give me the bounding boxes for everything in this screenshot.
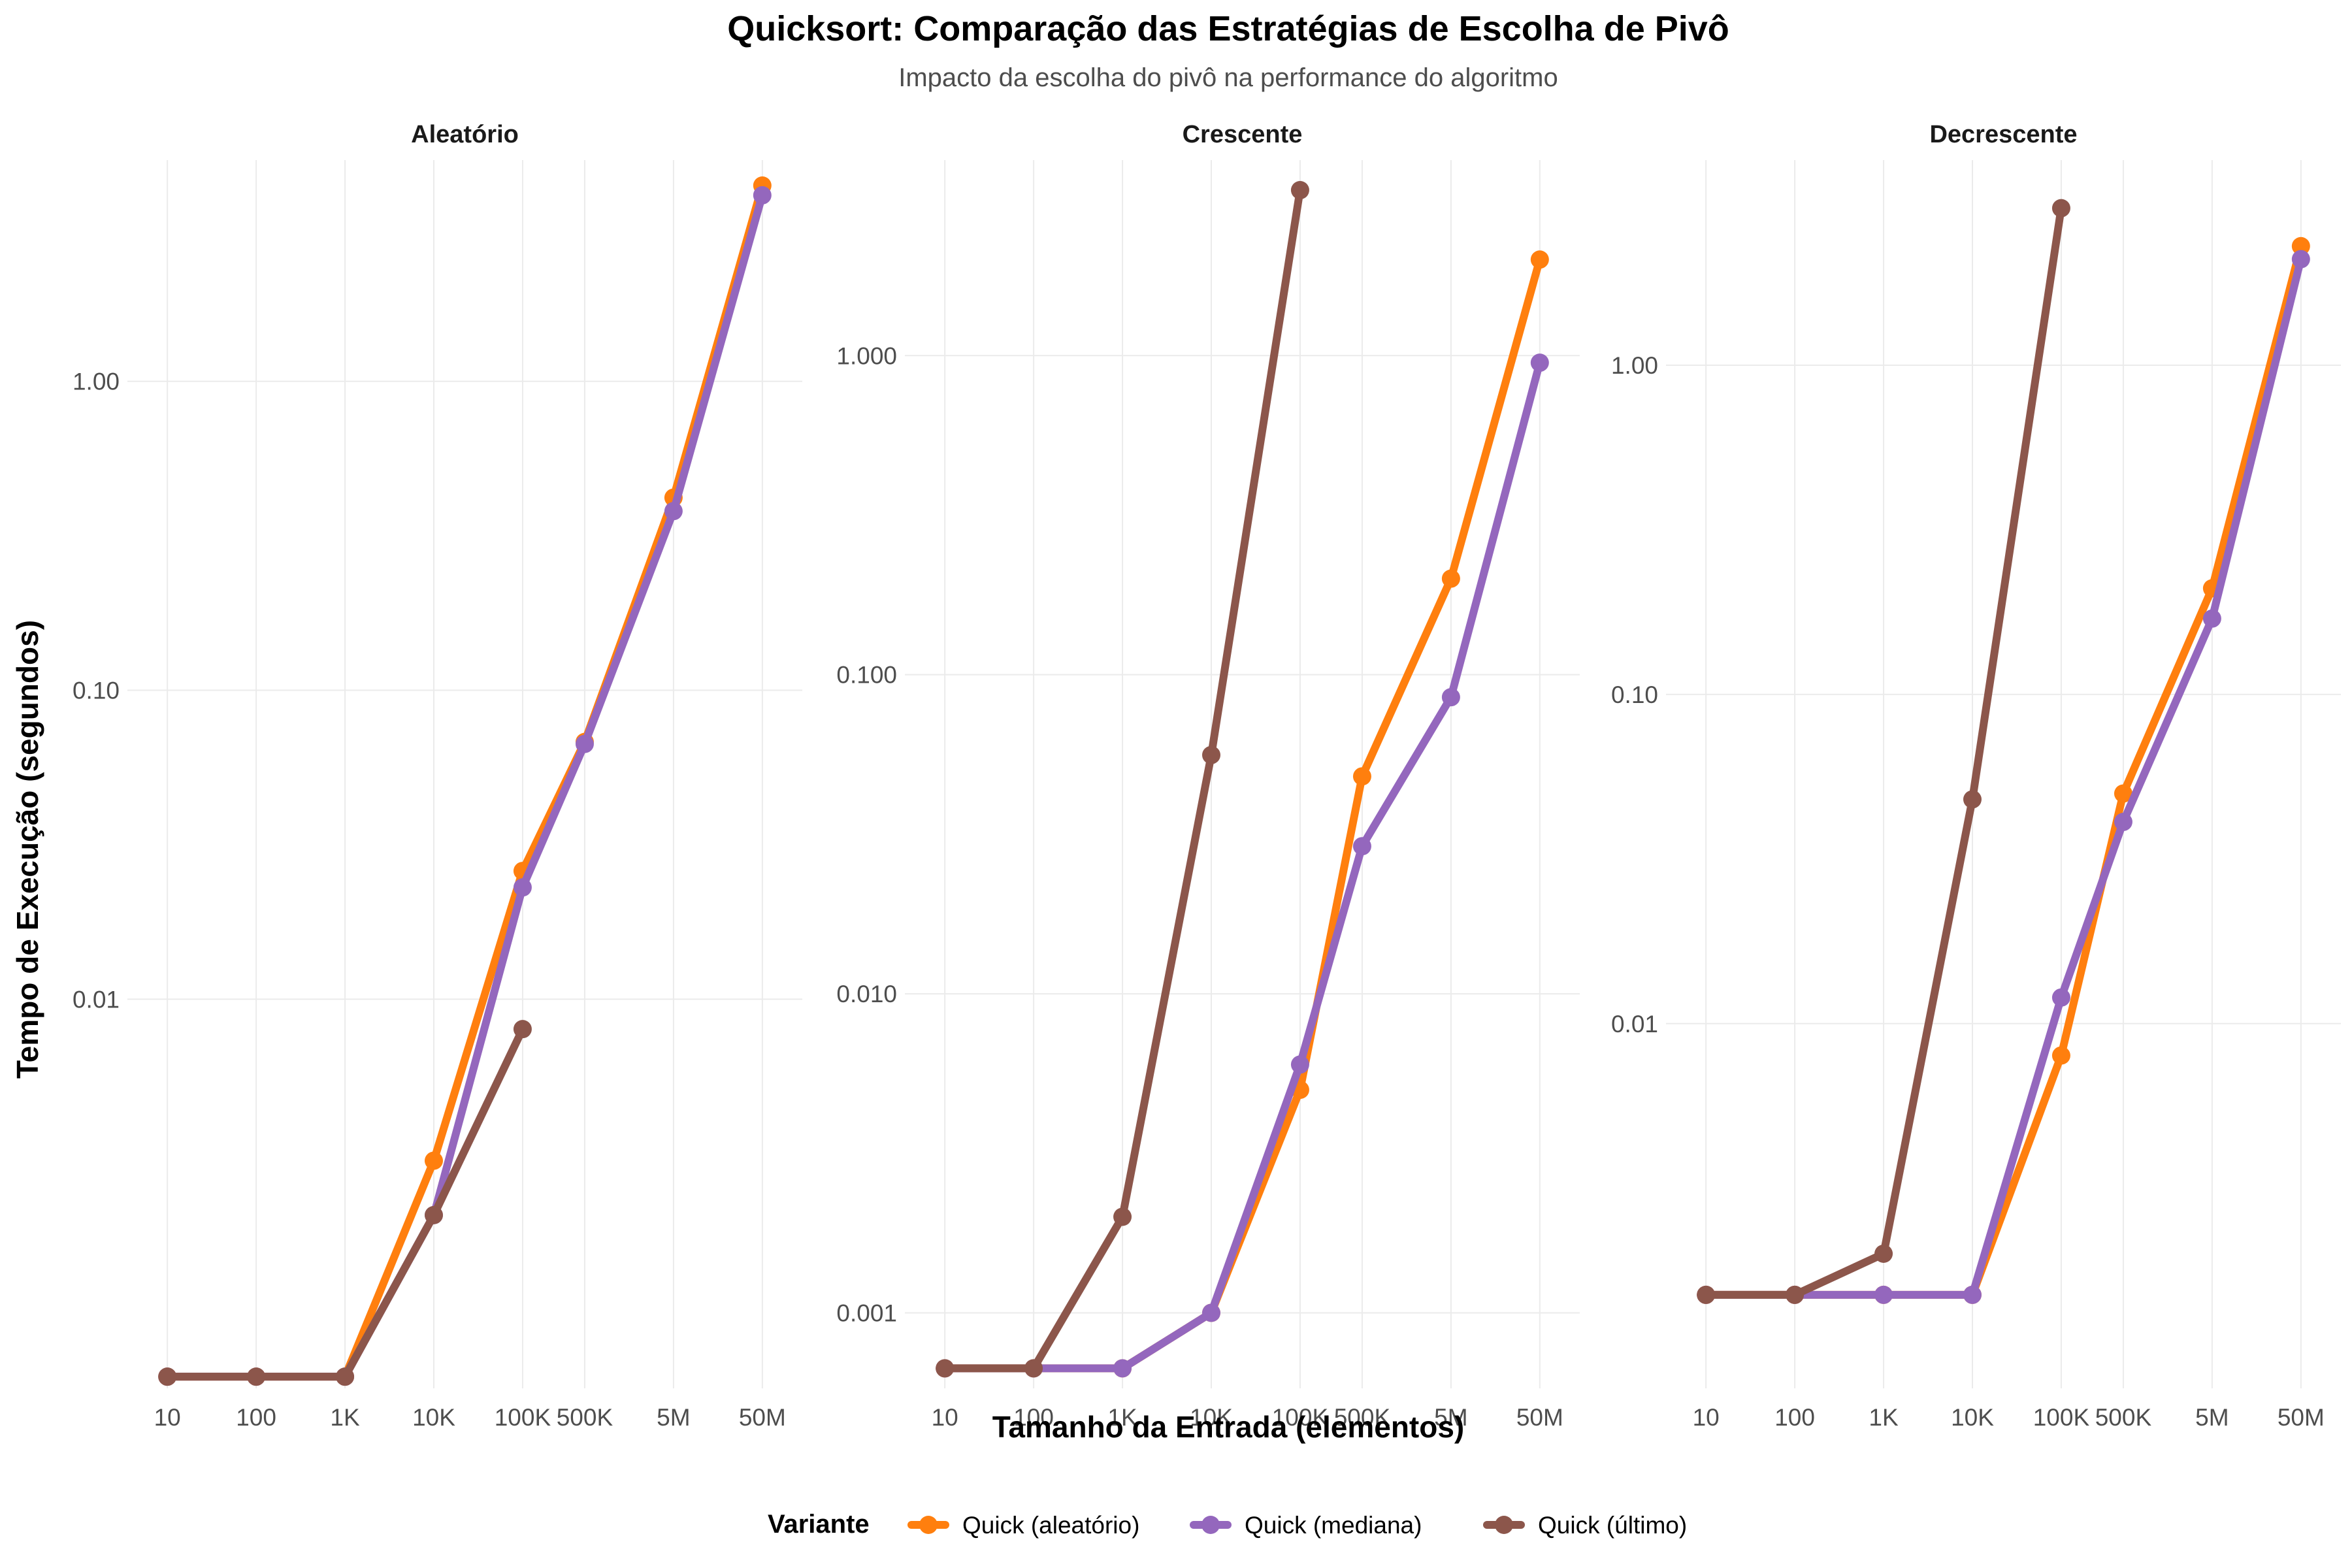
- facet-panel: Aleatório 10 100 1K 10K 100K 500K 5M 50M 0.01 0.10…: [73, 121, 802, 1431]
- data-point: [2051, 199, 2070, 218]
- series-line: [941, 359, 1544, 1373]
- data-point: [336, 1367, 355, 1386]
- x-tick-label: 100: [236, 1404, 276, 1431]
- series-line: [1702, 255, 2305, 1299]
- legend: Variante Quick (aleatório) Quick (mediana…: [768, 1510, 1687, 1539]
- facet-strip-label: Decrescente: [1929, 121, 2077, 148]
- x-tick-label: 10: [154, 1404, 181, 1431]
- data-point: [1201, 1303, 1220, 1322]
- legend-key-point: [1201, 1516, 1220, 1534]
- legend-key-point: [1495, 1516, 1513, 1534]
- x-tick-label: 5M: [2195, 1404, 2229, 1431]
- data-point: [1290, 1055, 1309, 1074]
- data-point: [1441, 688, 1460, 707]
- x-tick-label: 1K: [1107, 1404, 1137, 1431]
- facet-strip-label: Aleatório: [411, 121, 519, 148]
- data-point: [1024, 1359, 1043, 1378]
- x-tick-label: 10: [1693, 1404, 1720, 1431]
- x-tick-label: 10K: [412, 1404, 455, 1431]
- data-point: [2202, 609, 2221, 628]
- y-tick-label: 1.00: [1611, 352, 1658, 379]
- data-point: [2051, 1046, 2070, 1065]
- data-point: [1113, 1207, 1132, 1226]
- data-point: [1530, 250, 1549, 269]
- y-tick-label: 0.01: [73, 986, 120, 1013]
- data-point: [2291, 237, 2310, 255]
- data-point: [664, 502, 683, 521]
- data-point: [424, 1205, 443, 1224]
- legend-key-point: [919, 1516, 938, 1534]
- y-tick-label: 1.000: [836, 342, 897, 369]
- facet-panel: Decrescente 10 100 1K 10K 100K 500K 5M 50M 0.01 0.…: [1611, 121, 2341, 1431]
- x-tick-label: 1K: [1869, 1404, 1899, 1431]
- legend-title: Variante: [768, 1510, 870, 1539]
- x-tick-label: 100: [1013, 1404, 1054, 1431]
- data-point: [753, 186, 772, 204]
- x-tick-label: 50M: [1516, 1404, 1563, 1431]
- x-tick-label: 5M: [1434, 1404, 1467, 1431]
- data-point: [1697, 1285, 1716, 1304]
- data-point: [1201, 745, 1220, 764]
- x-tick-label: 500K: [1334, 1404, 1391, 1431]
- x-tick-label: 10: [932, 1404, 958, 1431]
- data-point: [575, 734, 594, 753]
- x-tick-label: 1K: [330, 1404, 360, 1431]
- legend-label: Quick (aleatório): [962, 1512, 1139, 1539]
- x-tick-label: 100K: [2033, 1404, 2090, 1431]
- x-tick-label: 500K: [2095, 1404, 2152, 1431]
- x-tick-label: 50M: [2278, 1404, 2325, 1431]
- data-point: [513, 878, 532, 897]
- data-point: [1290, 181, 1309, 200]
- x-tick-label: 100: [1774, 1404, 1815, 1431]
- data-point: [1113, 1359, 1132, 1378]
- data-point: [2114, 813, 2132, 832]
- y-tick-label: 0.100: [836, 662, 897, 689]
- data-point: [2051, 988, 2070, 1007]
- data-point: [424, 1151, 443, 1170]
- x-axis-title: Tamanho da Entrada (elementos): [992, 1410, 1465, 1444]
- facet-panel: Crescente 10 100 1K 10K 100K 500K 5M 50M 0.001 0.0…: [836, 121, 1580, 1431]
- y-tick-label: 0.10: [1611, 681, 1658, 708]
- x-tick-label: 10K: [1951, 1404, 1994, 1431]
- y-tick-label: 0.001: [836, 1299, 897, 1326]
- data-point: [936, 1359, 955, 1378]
- y-axis-title: Tempo de Execução (segundos): [10, 620, 44, 1079]
- y-tick-label: 0.01: [1611, 1011, 1658, 1037]
- data-point: [1441, 569, 1460, 588]
- data-point: [513, 1020, 532, 1039]
- facet-strip-label: Crescente: [1183, 121, 1303, 148]
- data-point: [1963, 790, 1982, 809]
- x-tick-label: 100K: [495, 1404, 551, 1431]
- data-point: [1786, 1285, 1805, 1304]
- data-point: [1530, 353, 1549, 372]
- data-point: [158, 1367, 177, 1386]
- y-tick-label: 0.10: [73, 677, 120, 704]
- x-tick-label: 500K: [557, 1404, 613, 1431]
- data-point: [1874, 1244, 1893, 1263]
- legend-label: Quick (mediana): [1245, 1512, 1422, 1539]
- legend-label: Quick (último): [1538, 1512, 1687, 1539]
- y-tick-label: 0.010: [836, 981, 897, 1007]
- x-tick-label: 5M: [657, 1404, 690, 1431]
- data-point: [1352, 767, 1371, 786]
- chart-title: Quicksort: Comparação das Estratégias de…: [727, 9, 1729, 48]
- x-tick-label: 10K: [1190, 1404, 1233, 1431]
- y-tick-label: 1.00: [73, 368, 120, 395]
- data-point: [247, 1367, 266, 1386]
- data-point: [1963, 1285, 1982, 1304]
- x-tick-label: 50M: [739, 1404, 786, 1431]
- x-tick-label: 100K: [1272, 1404, 1329, 1431]
- data-point: [2114, 784, 2132, 803]
- chart-subtitle: Impacto da escolha do pivô na performanc…: [898, 63, 1558, 92]
- data-point: [1874, 1285, 1893, 1304]
- data-point: [1352, 837, 1371, 856]
- data-point: [2291, 250, 2310, 269]
